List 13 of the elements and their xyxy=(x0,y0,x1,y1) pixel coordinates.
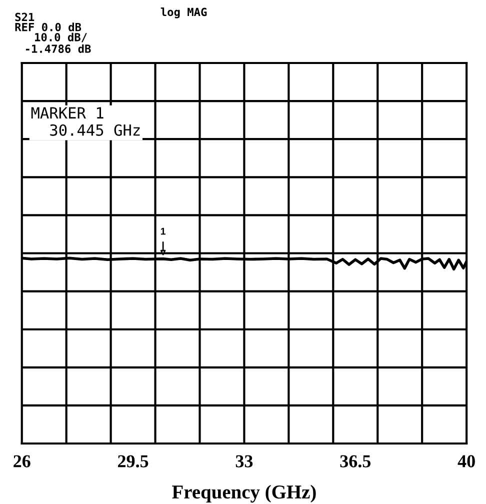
x-tick-label: 40 xyxy=(458,455,475,468)
x-tick-label: 29.5 xyxy=(118,455,148,468)
text: REF 0.0 dB xyxy=(15,22,82,32)
x-tick-label: 36.5 xyxy=(340,455,371,468)
x-tick-label: 33 xyxy=(236,455,253,468)
text: -1.4786 dB xyxy=(26,44,91,53)
text: log MAG xyxy=(160,8,207,18)
text: 10.0 dB/ xyxy=(35,32,87,42)
text: S21 xyxy=(15,12,34,22)
text: MARKER 1 30.445 GHz xyxy=(31,107,140,136)
annotation: 1 xyxy=(160,228,166,235)
x-axis-title: Frequency (GHz) xyxy=(172,484,316,503)
x-tick-label: 26 xyxy=(14,455,30,468)
